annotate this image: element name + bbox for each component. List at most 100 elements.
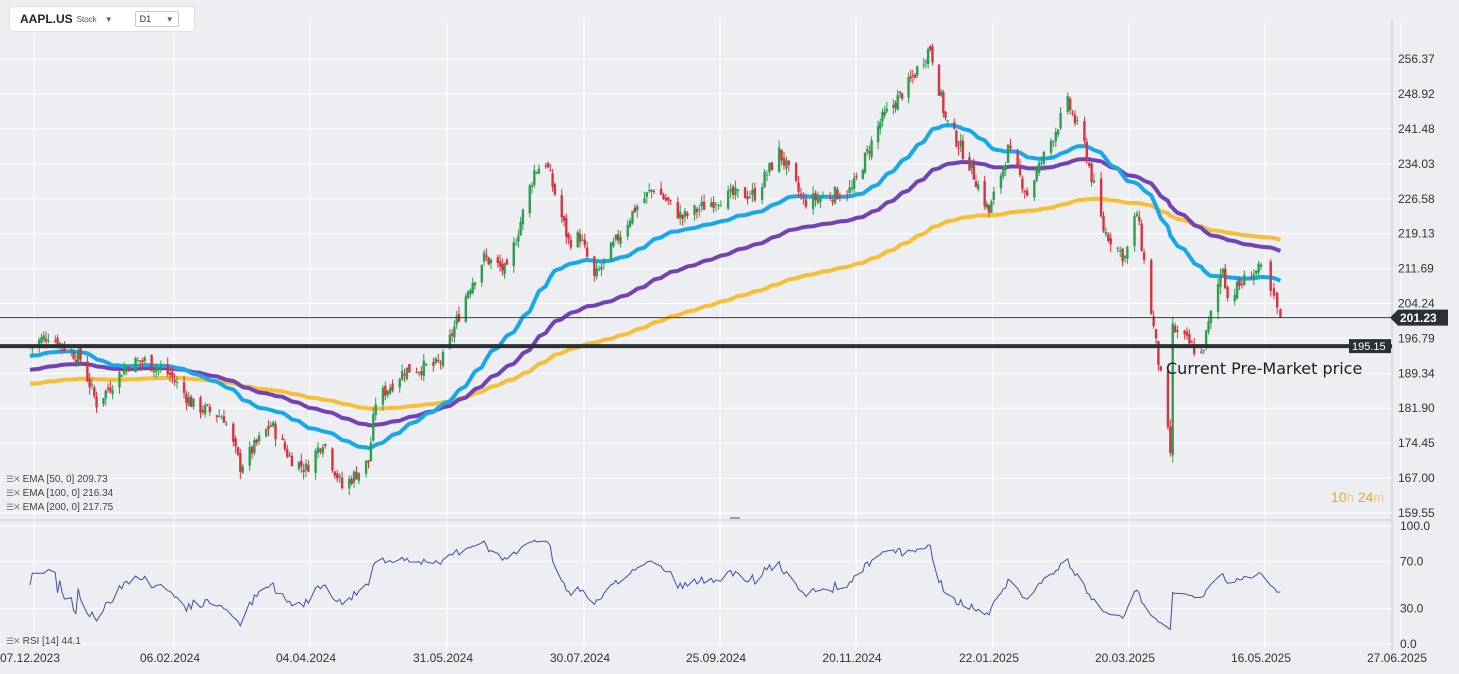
candle-body xyxy=(74,359,78,362)
candle-body xyxy=(480,264,484,283)
candle-body xyxy=(976,184,980,190)
rsi-legend-label: RSI [14] 44.1 xyxy=(22,636,81,647)
ema50-legend[interactable]: ☰✕ EMA [50, 0] 209.73 xyxy=(6,474,108,485)
x-tick-label: 30.07.2024 xyxy=(550,651,610,665)
candle-body xyxy=(1088,163,1091,166)
candle-body xyxy=(248,447,251,466)
ema200-legend[interactable]: ☰✕ EMA [200, 0] 217.75 xyxy=(6,502,113,513)
candle-body xyxy=(1018,165,1022,176)
candle-body xyxy=(1107,234,1110,241)
candle-body xyxy=(1090,163,1093,183)
rsi-legend[interactable]: ☰✕ RSI [14] 44.1 xyxy=(6,636,81,647)
candle-body xyxy=(992,191,995,200)
ema50-line xyxy=(29,123,1282,450)
candle-body xyxy=(565,217,568,237)
candle-body xyxy=(845,194,849,196)
candle-body xyxy=(643,198,646,203)
candle-body xyxy=(127,367,130,370)
settings-close-icon[interactable]: ☰✕ xyxy=(6,636,21,646)
candle-body xyxy=(1035,170,1038,181)
candle-body xyxy=(215,415,219,417)
settings-close-icon[interactable]: ☰✕ xyxy=(6,502,21,512)
candle-body xyxy=(1119,250,1122,252)
candle-body xyxy=(913,74,917,78)
settings-close-icon[interactable]: ☰✕ xyxy=(6,488,21,498)
symbol-dropdown-icon[interactable]: ▼ xyxy=(104,14,113,24)
candle-body xyxy=(746,196,749,200)
settings-close-icon[interactable]: ☰✕ xyxy=(6,474,21,484)
candle-body xyxy=(1169,426,1172,453)
timeframe-select[interactable]: D1 ▼ xyxy=(134,11,179,27)
candle-body xyxy=(802,197,805,199)
candle-body xyxy=(487,257,490,265)
candle-body xyxy=(714,203,718,205)
candle-body xyxy=(831,199,834,202)
symbol-selector[interactable]: AAPL.US xyxy=(20,12,73,26)
candle-body xyxy=(770,162,774,171)
candle-body xyxy=(560,195,563,218)
y-tick-label: 226.58 xyxy=(1398,192,1435,206)
candle-body xyxy=(794,163,798,181)
candle-body xyxy=(331,448,334,471)
candle-body xyxy=(1138,216,1141,222)
candle-body xyxy=(553,183,557,195)
candle-body xyxy=(333,471,337,476)
candle-body xyxy=(667,197,670,201)
candle-body xyxy=(1226,287,1229,299)
candle-body xyxy=(710,202,713,207)
candle-body xyxy=(420,371,423,375)
candle-body xyxy=(1140,223,1143,251)
candle-body xyxy=(717,205,720,207)
candle-body xyxy=(384,385,387,396)
candle-body xyxy=(1166,370,1170,428)
candle-body xyxy=(631,210,634,224)
x-tick-label: 20.03.2025 xyxy=(1095,651,1155,665)
candle-body xyxy=(652,190,656,192)
candle-body xyxy=(302,469,305,473)
candle-body xyxy=(441,351,445,367)
candle-body xyxy=(785,160,788,169)
candle-body xyxy=(95,396,98,408)
candle-body xyxy=(512,242,515,267)
candle-body xyxy=(896,95,899,111)
candle-body xyxy=(338,475,341,478)
timeframe-dropdown-icon: ▼ xyxy=(165,14,174,24)
candle-body xyxy=(1219,275,1222,287)
candle-body xyxy=(700,201,703,207)
candle-body xyxy=(1054,131,1058,142)
candle-body xyxy=(939,91,943,96)
countdown-hours-unit: h xyxy=(1346,490,1354,505)
ema100-legend[interactable]: ☰✕ EMA [100, 0] 216.34 xyxy=(6,488,113,499)
candle-body xyxy=(959,140,962,147)
candle-body xyxy=(1002,166,1005,177)
x-tick-label: 25.09.2024 xyxy=(686,651,746,665)
rsi-tick-label: 30.0 xyxy=(1400,602,1424,616)
candle-body xyxy=(355,471,358,480)
candle-body xyxy=(239,453,242,472)
candle-body xyxy=(464,296,468,322)
candle-body xyxy=(926,49,930,65)
candle-body xyxy=(269,424,273,427)
candle-body xyxy=(894,103,897,108)
candle-body xyxy=(473,282,477,286)
candle-body xyxy=(192,398,195,407)
candle-body xyxy=(537,168,541,174)
candle-body xyxy=(1204,330,1208,348)
candle-body xyxy=(250,446,254,454)
candle-body xyxy=(72,352,75,359)
candle-body xyxy=(848,187,851,194)
candle-body xyxy=(712,201,715,208)
candle-body xyxy=(336,473,339,479)
candle-body xyxy=(659,188,663,195)
candle-body xyxy=(307,464,310,472)
candle-body xyxy=(257,435,261,442)
candle-body xyxy=(850,187,854,190)
candle-body xyxy=(189,396,193,407)
candle-body xyxy=(201,409,205,412)
y-tick-label: 204.24 xyxy=(1398,297,1435,311)
candle-body xyxy=(698,208,701,210)
candle-body xyxy=(924,61,928,63)
ema100-line xyxy=(29,157,1282,428)
y-tick-label: 167.00 xyxy=(1398,471,1435,485)
